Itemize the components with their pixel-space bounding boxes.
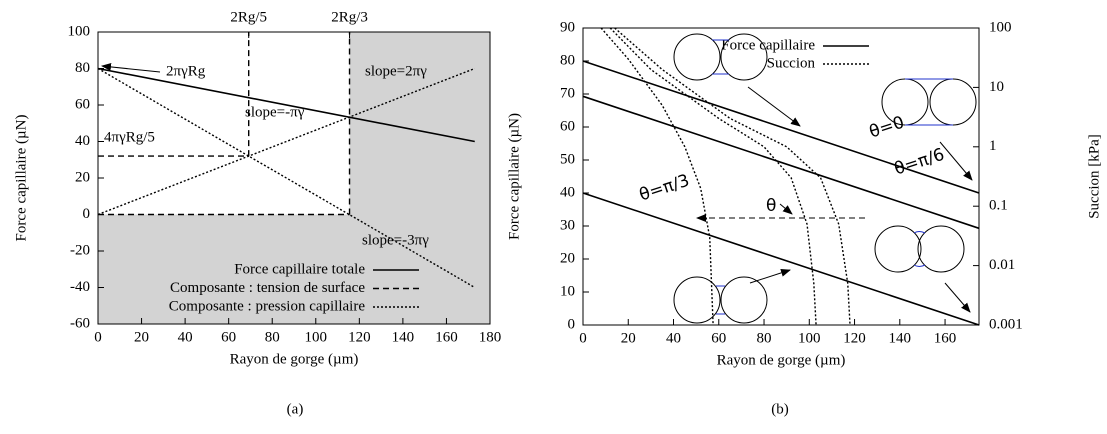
arrow [101, 62, 161, 73]
x-tick-label: 160 [934, 330, 957, 346]
annotation: θ=0 [867, 113, 907, 143]
legend-label: Succion [767, 55, 816, 71]
x-tick-label: 80 [757, 330, 772, 346]
y-tick-label: 60 [560, 118, 575, 134]
y-tick-label: 80 [560, 52, 575, 68]
annotation: 2πγRg [166, 63, 206, 79]
x2-tick-label: 2Rg/3 [331, 9, 368, 25]
annotation: slope=-3πγ [362, 232, 429, 248]
y-tick-label: 20 [560, 250, 575, 266]
x-tick-label: 160 [435, 329, 458, 345]
y-tick-label: 90 [560, 19, 575, 35]
x-tick-label: 20 [134, 329, 149, 345]
y-tick-label: -40 [70, 279, 90, 295]
annotation: slope=2πγ [365, 63, 427, 79]
plot-frame [582, 27, 980, 326]
series-line [97, 67, 475, 143]
plot-frame [97, 31, 491, 325]
legend-label: Composante : tension de surface [170, 280, 365, 296]
legend-label: Force capillaire totale [234, 261, 365, 277]
x2-tick-label: 2Rg/5 [230, 9, 267, 25]
y2-tick-label: 100 [989, 19, 1012, 35]
y2-tick-label: 0.1 [989, 198, 1008, 214]
y-tick-label: -20 [70, 242, 90, 258]
y-tick-label: 70 [560, 85, 575, 101]
y-tick-label: 20 [75, 169, 90, 185]
icons [673, 33, 977, 324]
x-tick-label: 0 [579, 330, 587, 346]
x-tick-label: 120 [843, 330, 866, 346]
y-tick-label: 80 [75, 60, 90, 76]
series-line [98, 32, 351, 216]
annotation: slope=-πγ [245, 104, 305, 120]
y-tick-label: 30 [560, 217, 575, 233]
annotation: θ [766, 196, 776, 216]
y2-tick-label: 10 [989, 79, 1004, 95]
series-line [600, 27, 851, 326]
x-tick-label: 40 [666, 330, 681, 346]
annotation: θ=π/3 [637, 171, 692, 206]
y-tick-label: 40 [560, 184, 575, 200]
x-tick-label: 60 [221, 329, 236, 345]
x-tick-label: 140 [889, 330, 912, 346]
x-tick-label: 60 [711, 330, 726, 346]
series-line [582, 60, 980, 326]
charts: 0 20 40 60 80 100 120 140 160 180-60-40-200204060… [13, 9, 1102, 417]
y-tick-label: 0 [568, 316, 576, 332]
y-tick-label: 10 [560, 283, 575, 299]
x-tick-label: 180 [479, 329, 502, 345]
y2-tick-label: 1 [989, 138, 997, 154]
y2-tick-label: 0.001 [989, 316, 1023, 332]
y-tick-label: 50 [560, 151, 575, 167]
y-tick-label: 0 [83, 206, 91, 222]
annotation: 4πγRg/5 [104, 129, 155, 145]
y2-tick-label: 0.01 [989, 257, 1015, 273]
x-tick-label: 100 [305, 329, 328, 345]
annotation: θ=π/6 [892, 145, 947, 180]
legend-label: Force capillaire [721, 37, 815, 53]
y2-axis-label: Succion [kPa] [1086, 134, 1102, 219]
x-axis-label: Rayon de gorge (µm) [717, 352, 846, 368]
y-tick-label: 100 [68, 23, 91, 39]
x-tick-label: 120 [348, 329, 371, 345]
chart: 0 20 40 60 80 100 120 140 160 180 -60 -40 -20 0 20 40 60… [13, 9, 501, 417]
y-tick-label: -60 [70, 315, 90, 331]
x-axis-label: Rayon de gorge (µm) [230, 351, 359, 367]
x-tick-label: 0 [94, 329, 102, 345]
x-tick-label: 100 [798, 330, 821, 346]
y-axis-label: Force capillaire (µN) [13, 115, 29, 242]
y-tick-label: 60 [75, 96, 90, 112]
x-tick-label: 20 [621, 330, 636, 346]
y-axis-label: Force capillaire (µN) [506, 113, 522, 240]
x-tick-label: 140 [392, 329, 415, 345]
caption: (a) [287, 401, 304, 417]
chart: 0 20 40 60 80 100 120 140 160 0 10 20 30 40 50 60 70 80 90… [506, 19, 1102, 417]
shade [98, 214, 490, 324]
x-tick-label: 40 [178, 329, 193, 345]
series-line [97, 67, 476, 289]
x-tick-label: 80 [265, 329, 280, 345]
y-tick-label: 40 [75, 133, 90, 149]
caption: (b) [771, 401, 789, 417]
legend-label: Composante : pression capillaire [169, 298, 366, 314]
